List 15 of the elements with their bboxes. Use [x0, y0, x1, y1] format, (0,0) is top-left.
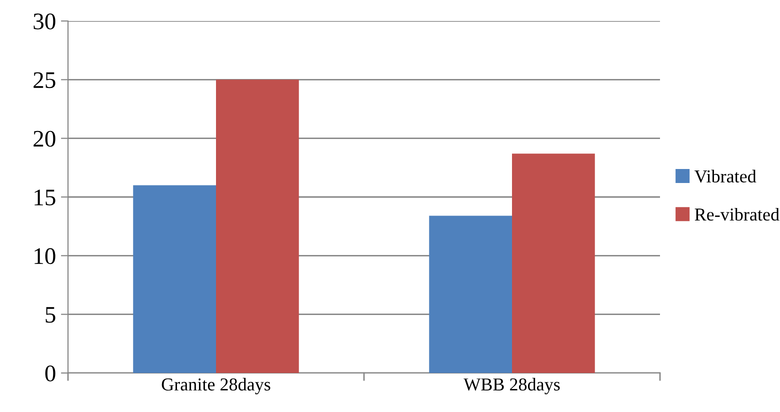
x-tick-label: WBB 28days — [464, 378, 560, 394]
legend-label: Re-vibrated — [694, 208, 780, 221]
y-tick-label: 20 — [34, 130, 56, 147]
legend-label: Vibrated — [694, 170, 756, 183]
x-tick-label: Granite 28days — [162, 378, 270, 394]
y-tick-label: 30 — [34, 13, 56, 30]
y-tick-label: 0 — [45, 365, 56, 382]
bar — [512, 154, 595, 373]
y-tick-label: 5 — [46, 307, 56, 323]
y-tick-label: 25 — [34, 72, 56, 88]
y-tick-label: 10 — [34, 248, 56, 264]
bar — [216, 80, 299, 373]
y-tick-label: 15 — [34, 190, 56, 206]
bar — [133, 185, 216, 373]
bar — [429, 216, 512, 373]
